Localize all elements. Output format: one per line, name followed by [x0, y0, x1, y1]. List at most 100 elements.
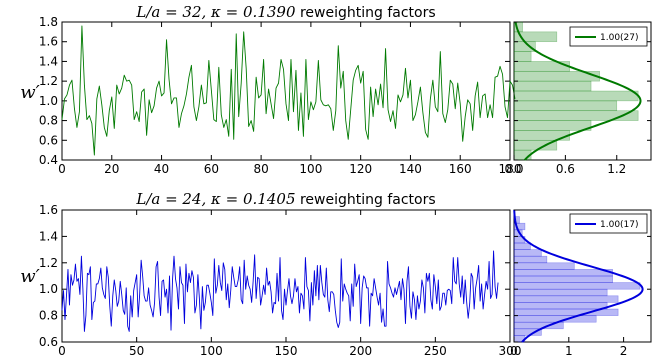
top-hist-bar — [513, 41, 536, 52]
bottom-hist-bar — [513, 275, 613, 283]
top-hist-bars — [513, 21, 639, 161]
bottom-hist-xtick-label: 2 — [620, 344, 628, 358]
bottom-hist-bar — [513, 308, 619, 316]
top-chart-title: L/a = 32, κ = 0.1390 reweighting factors — [135, 3, 435, 21]
top-ytick-label: 1.6 — [39, 35, 58, 49]
bottom-legend-box — [569, 213, 648, 234]
top-ytick-label: 1.4 — [39, 54, 58, 68]
bottom-hist-y-ticks — [514, 209, 651, 343]
top-xtick-label: 140 — [399, 162, 422, 176]
top-hist-bar — [513, 120, 592, 131]
bottom-title-text: reweighting factors — [296, 192, 436, 208]
bottom-hist-bar — [513, 269, 613, 277]
bottom-hist-bar — [513, 282, 641, 290]
bottom-y-axis: 0.6 0.8 1.0 1.2 1.4 1.6 — [39, 203, 510, 349]
bottom-hist-xtick-label: 0 — [510, 344, 518, 358]
top-ytick-label: 0.4 — [39, 153, 58, 167]
top-hist-bar — [513, 80, 592, 92]
bottom-hist-bar — [513, 216, 520, 224]
bottom-histogram: 0 1 2 1.00(17) — [510, 209, 652, 358]
top-hist-bar — [513, 31, 558, 43]
bottom-hist-bar — [513, 288, 608, 297]
top-xtick-label: 40 — [154, 162, 169, 176]
bottom-y-label: w′ — [20, 266, 40, 287]
top-line-chart: 0 20 40 60 80 100 120 140 160 180 0.4 0.6 0.8 1.0 1.2… — [20, 3, 521, 176]
top-xtick-label: 100 — [299, 162, 322, 176]
bottom-hist-bar — [513, 315, 597, 323]
bottom-ytick-label: 1.4 — [39, 229, 58, 243]
bottom-hist-frame — [513, 209, 652, 343]
bottom-ytick-label: 0.6 — [39, 335, 58, 349]
bottom-legend: 1.00(17) — [569, 213, 648, 234]
bottom-hist-bar — [513, 255, 548, 264]
bottom-xtick-label: 150 — [275, 344, 298, 358]
top-xtick-label: 180 — [499, 162, 522, 176]
bottom-hist-bar — [513, 249, 542, 257]
bottom-xtick-label: 50 — [129, 344, 144, 358]
top-x-axis: 0 20 40 60 80 100 120 140 160 180 — [58, 22, 521, 176]
top-plot-frame — [61, 21, 511, 161]
top-y-axis: 0.4 0.6 0.8 1.0 1.2 1.4 1.6 1.8 — [39, 15, 510, 167]
bottom-title-math: L/a = 24, κ = 0.1405 — [135, 190, 295, 208]
top-legend-label: 1.00(27) — [600, 33, 639, 43]
top-xtick-label: 80 — [253, 162, 268, 176]
top-xtick-label: 60 — [204, 162, 219, 176]
top-hist-xtick-label: 0.6 — [556, 162, 575, 176]
top-xtick-label: 160 — [449, 162, 472, 176]
bottom-hist-bar — [513, 295, 619, 303]
top-ytick-label: 1.8 — [39, 15, 58, 29]
bottom-xtick-label: 0 — [58, 344, 66, 358]
bottom-series — [61, 250, 499, 332]
top-ytick-label: 1.0 — [39, 94, 58, 108]
bottom-fit-curve — [513, 209, 644, 343]
top-hist-x-axis: 0.0 0.6 1.2 — [504, 155, 626, 176]
top-series — [61, 25, 516, 156]
top-legend: 1.00(27) — [569, 26, 648, 47]
bottom-xtick-label: 200 — [349, 344, 372, 358]
bottom-hist-bar — [513, 302, 608, 310]
bottom-ytick-label: 1.0 — [39, 282, 58, 296]
bottom-hist-bar — [513, 262, 575, 270]
top-xtick-label: 120 — [349, 162, 372, 176]
top-title-math: L/a = 32, κ = 0.1390 — [135, 3, 296, 21]
top-title-text: reweighting factors — [296, 5, 436, 21]
bottom-ytick-label: 1.6 — [39, 203, 58, 217]
bottom-ytick-label: 1.2 — [39, 256, 58, 270]
top-hist-bar — [513, 70, 600, 82]
bottom-hist-bar — [513, 321, 564, 330]
bottom-hist-bars — [513, 216, 641, 343]
bottom-x-axis: 0 50 100 150 200 250 300 — [58, 210, 521, 358]
top-y-label: w′ — [20, 82, 40, 103]
bottom-chart-title: L/a = 24, κ = 0.1405 reweighting factors — [135, 190, 435, 208]
bottom-line-chart: 0 50 100 150 200 250 300 0.6 0.8 1.0 1.2 1.4 1.6 L/… — [20, 190, 521, 358]
top-series-line — [61, 25, 516, 156]
bottom-hist-x-axis: 0 1 2 — [510, 337, 627, 358]
bottom-ytick-label: 0.8 — [39, 309, 58, 323]
top-hist-bar — [513, 51, 532, 62]
top-hist-bar — [513, 139, 558, 151]
top-hist-bar — [513, 100, 618, 112]
bottom-hist-bar — [513, 242, 531, 250]
top-fit-curve — [514, 21, 642, 161]
top-ytick-label: 0.8 — [39, 114, 58, 128]
bottom-legend-label: 1.00(17) — [600, 220, 639, 230]
top-ytick-label: 0.6 — [39, 133, 58, 147]
top-hist-frame — [513, 21, 652, 161]
bottom-xtick-label: 250 — [424, 344, 447, 358]
bottom-hist-xtick-label: 1 — [565, 344, 573, 358]
bottom-xtick-label: 100 — [200, 344, 223, 358]
top-xtick-label: 0 — [58, 162, 66, 176]
top-hist-bar — [513, 110, 639, 121]
top-hist-xtick-label: 1.2 — [607, 162, 626, 176]
top-hist-xtick-label: 0.0 — [504, 162, 523, 176]
bottom-gauss-fit — [513, 209, 644, 343]
bottom-xtick-label: 300 — [499, 344, 522, 358]
bottom-hist-bar — [513, 328, 542, 336]
top-hist-y-ticks — [514, 21, 651, 161]
top-ytick-label: 1.2 — [39, 74, 58, 88]
top-histogram: 0.0 0.6 1.2 1.00(27) — [504, 21, 652, 176]
bottom-hist-bar — [513, 222, 526, 231]
bottom-series-line — [61, 250, 499, 332]
top-legend-box — [569, 26, 648, 47]
